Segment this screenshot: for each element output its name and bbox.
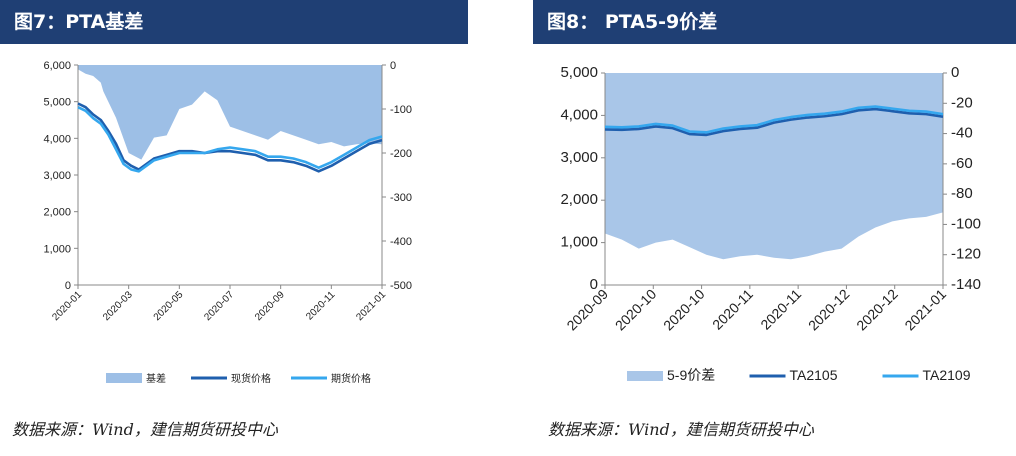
chart2-series-1-line [604, 107, 944, 137]
chart2-ytick-right-7: -140 [951, 276, 981, 293]
chart2-series-2-line [604, 105, 944, 134]
chart2-ytick-left-1: 4,000 [560, 106, 598, 123]
chart2-ytick-right-2: -40 [951, 125, 973, 142]
chart2-ytick-right-1: -20 [951, 94, 973, 111]
chart2-ytick-left-2: 3,000 [560, 149, 598, 166]
chart1-legend-label-1: 现货价格 [231, 372, 271, 385]
chart2-legend-label-2: TA2109 [923, 367, 971, 383]
chart1-title: 图7：PTA基差 [14, 11, 144, 33]
chart1-ytick-right-3: -300 [390, 192, 412, 204]
chart1-ytick-right-1: -100 [390, 104, 412, 116]
chart1-series-2-line [77, 105, 383, 173]
chart1-ytick-right-2: -200 [390, 148, 412, 160]
chart2-ytick-right-0: 0 [951, 64, 959, 81]
chart1-series-0-area [78, 65, 382, 160]
chart1-ytick-right-5: -500 [390, 280, 412, 292]
chart2-xtick-6: 2020-12 [853, 286, 901, 334]
chart2-ytick-left-3: 2,000 [560, 191, 598, 208]
chart1-ytick-right-4: -400 [390, 236, 412, 248]
chart1-ytick-left-1: 5,000 [43, 97, 71, 109]
chart1-legend-swatch-0 [106, 373, 142, 383]
chart1-ytick-left-2: 4,000 [43, 133, 71, 145]
chart1-ytick-left-5: 1,000 [43, 243, 71, 255]
chart1-title-bar: 图7：PTA基差 [0, 0, 468, 44]
chart2-series-0-area [605, 73, 943, 260]
chart2-ytick-right-3: -60 [951, 155, 973, 172]
chart2-xtick-7: 2021-01 [901, 286, 949, 334]
chart2-title: 图8： PTA5-9价差 [547, 11, 718, 33]
chart1-xtick-1: 2020-03 [101, 289, 135, 323]
chart2-xtick-4: 2020-11 [757, 286, 804, 333]
chart2-ytick-right-5: -100 [951, 215, 981, 232]
chart1-xtick-6: 2021-01 [354, 289, 388, 323]
chart2-legend-label-1: TA2105 [790, 367, 838, 383]
chart2-source: 数据来源：Wind，建信期货研投中心 [548, 420, 814, 439]
chart1-ytick-left-3: 3,000 [43, 170, 71, 182]
chart1-ytick-right-0: 0 [390, 60, 396, 72]
chart2-xtick-5: 2020-12 [805, 286, 853, 334]
chart1-legend-label-2: 期货价格 [331, 372, 371, 385]
chart2-legend-swatch-0 [627, 371, 663, 381]
chart2-xtick-1: 2020-10 [612, 286, 660, 334]
chart1-xtick-4: 2020-09 [253, 289, 287, 323]
chart2-ytick-right-4: -80 [951, 185, 973, 202]
chart1-xtick-3: 2020-07 [202, 289, 236, 323]
chart1-xtick-5: 2020-11 [304, 289, 338, 323]
chart1-source: 数据来源：Wind，建信期货研投中心 [12, 420, 278, 439]
chart1-ytick-left-6: 0 [65, 280, 71, 292]
chart1-svg: 6,000 5,000 4,000 3,000 2,000 1,000 0 0 -100 -200… [43, 60, 412, 385]
chart1-ytick-left-4: 2,000 [43, 207, 71, 219]
chart1-legend-label-0: 基差 [146, 372, 166, 385]
chart2-ytick-left-0: 5,000 [560, 64, 598, 81]
chart2-svg: 5,000 4,000 3,000 2,000 1,000 0 0 -20 -40 -60 -80 -… [560, 64, 981, 383]
chart2-legend-label-0: 5-9价差 [667, 367, 715, 383]
chart1-ytick-left-0: 6,000 [43, 60, 71, 72]
chart2-title-bar: 图8： PTA5-9价差 [533, 0, 1016, 44]
chart2-ytick-right-6: -120 [951, 246, 981, 263]
chart2-xtick-2: 2020-10 [660, 286, 708, 334]
chart1-xtick-0: 2020-01 [50, 289, 84, 323]
chart2-ytick-left-4: 1,000 [560, 234, 598, 251]
chart1-xtick-2: 2020-05 [152, 289, 186, 323]
chart2-ytick-left-5: 0 [590, 276, 598, 293]
chart2-xtick-0: 2020-09 [563, 286, 611, 334]
chart2-xtick-3: 2020-11 [709, 286, 756, 333]
